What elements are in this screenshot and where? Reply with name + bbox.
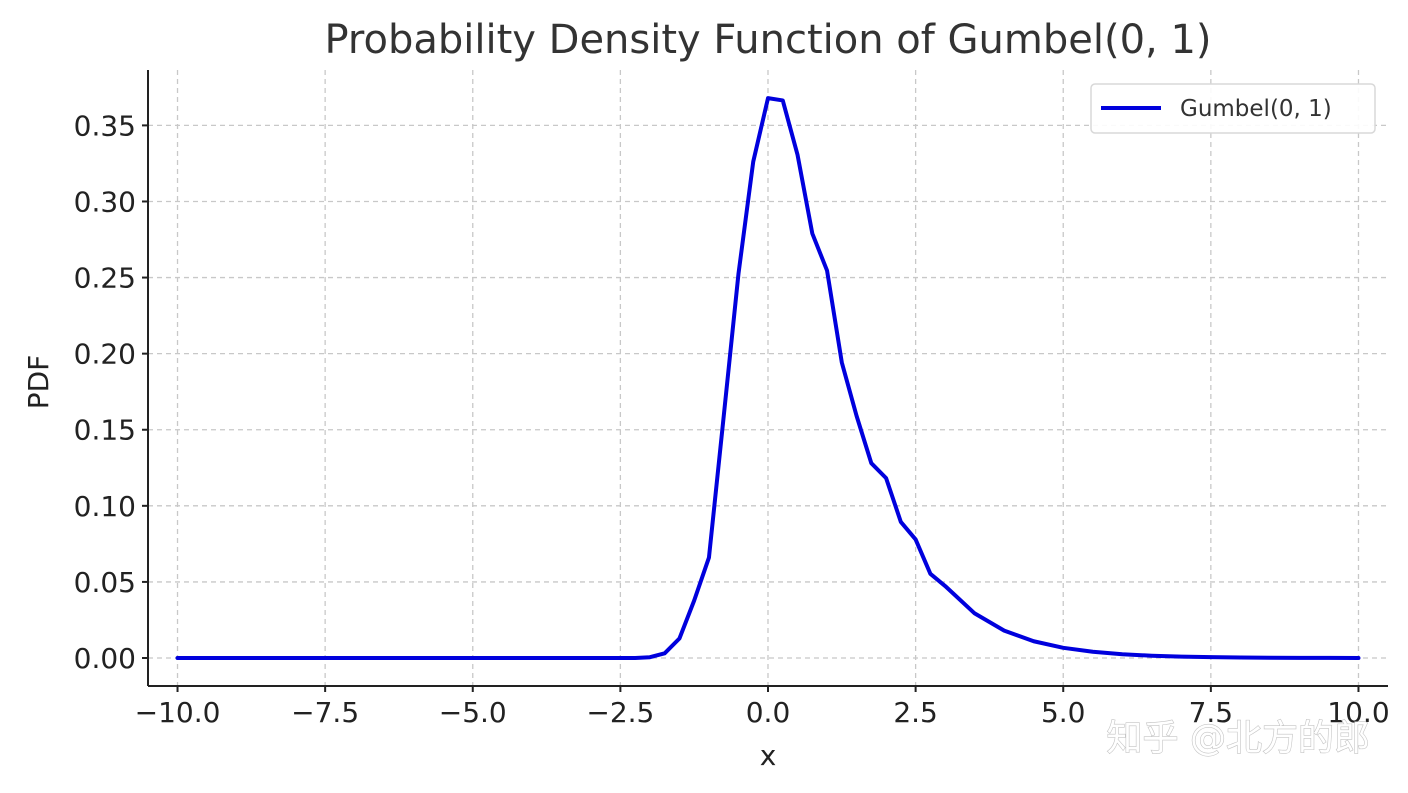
y-tick-label: 0.20 <box>74 338 136 371</box>
y-tick-label: 0.15 <box>74 414 136 447</box>
axis-ticks: −10.0 −7.5 −5.0 −2.5 0.0 2.5 5.0 7.5 10.0 0.00 0.0… <box>74 109 1390 729</box>
x-tick-label: 0.0 <box>746 696 791 729</box>
y-tick-label: 0.25 <box>74 262 136 295</box>
x-tick-label: −10.0 <box>135 696 221 729</box>
series-lines <box>175 96 1361 660</box>
watermark-text: 知乎 @北方的郎 <box>1107 718 1370 759</box>
x-tick-label: 5.0 <box>1041 696 1086 729</box>
y-tick-label: 0.10 <box>74 490 136 523</box>
y-tick-label: 0.00 <box>74 642 136 675</box>
x-axis-label: x <box>760 739 777 772</box>
x-tick-label: 2.5 <box>893 696 938 729</box>
series-line <box>175 96 1361 660</box>
x-tick-label: −2.5 <box>586 696 654 729</box>
y-tick-label: 0.05 <box>74 566 136 599</box>
x-tick-label: −5.0 <box>439 696 507 729</box>
y-tick-label: 0.30 <box>74 185 136 218</box>
chart-title: Probability Density Function of Gumbel(0… <box>324 17 1211 63</box>
legend: Gumbel(0, 1) <box>1090 83 1376 134</box>
grid-lines <box>148 70 1388 686</box>
legend-label: Gumbel(0, 1) <box>1180 96 1332 122</box>
x-tick-label: 10.0 <box>1327 696 1389 729</box>
x-tick-label: −7.5 <box>291 696 359 729</box>
legend-frame <box>1090 83 1376 134</box>
x-tick-label: 7.5 <box>1189 696 1234 729</box>
y-axis-label: PDF <box>22 355 55 410</box>
y-tick-label: 0.35 <box>74 109 136 142</box>
